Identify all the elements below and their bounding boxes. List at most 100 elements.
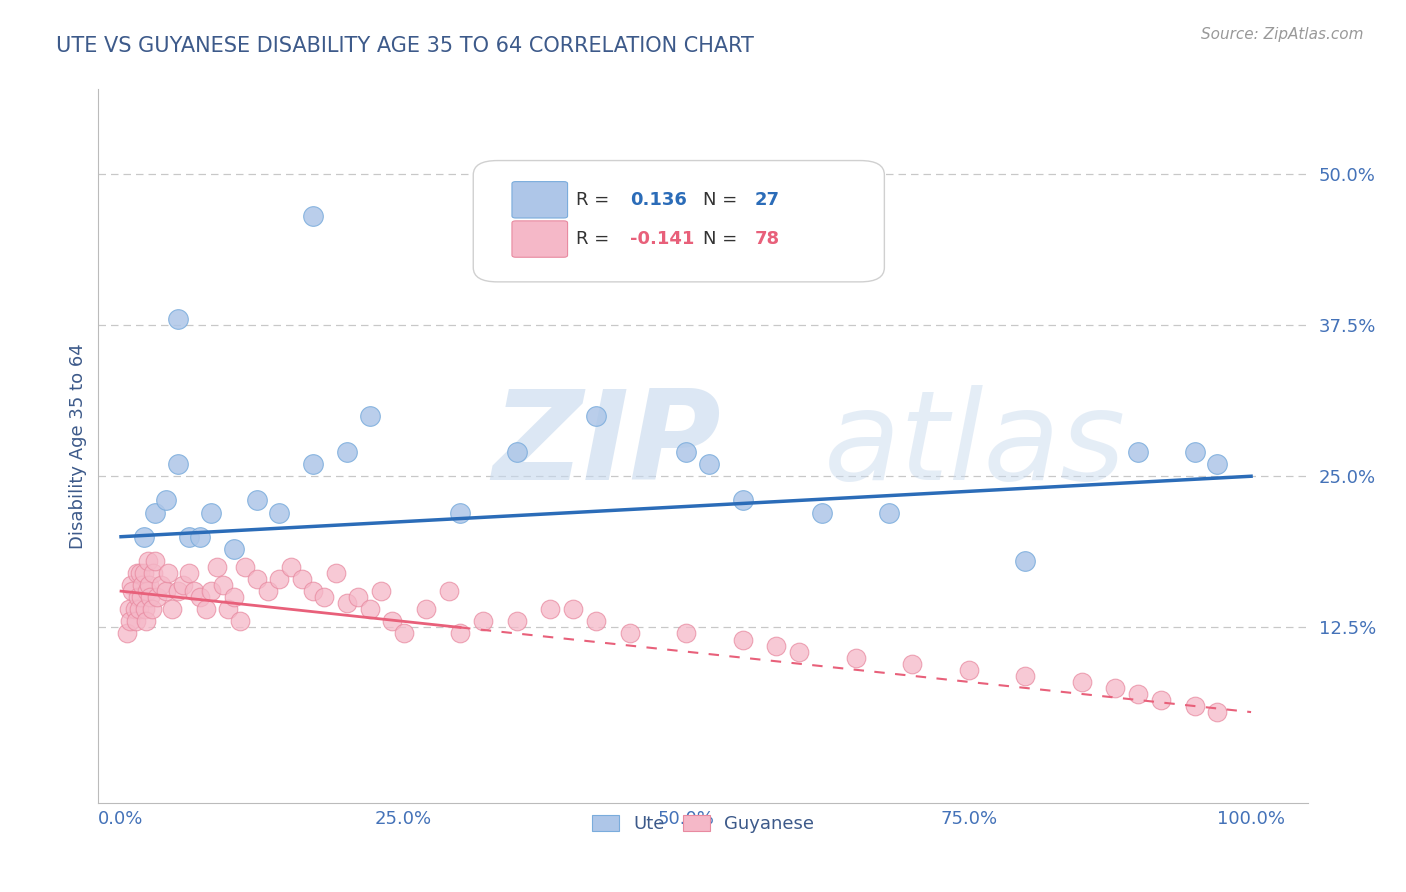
Point xyxy=(1104,681,1126,695)
Point xyxy=(143,506,166,520)
Legend: Ute, Guyanese: Ute, Guyanese xyxy=(585,807,821,840)
Point xyxy=(131,590,153,604)
Text: UTE VS GUYANESE DISABILITY AGE 35 TO 64 CORRELATION CHART: UTE VS GUYANESE DISABILITY AGE 35 TO 64 … xyxy=(56,36,754,55)
Point xyxy=(957,663,980,677)
Point xyxy=(131,578,153,592)
Point xyxy=(200,506,222,520)
Point xyxy=(269,506,291,520)
Point xyxy=(585,409,607,423)
Point xyxy=(269,572,291,586)
Point xyxy=(1126,445,1149,459)
FancyBboxPatch shape xyxy=(512,221,568,257)
Point xyxy=(347,590,370,604)
Point xyxy=(257,584,280,599)
Point xyxy=(392,626,415,640)
Point xyxy=(538,602,561,616)
Point xyxy=(142,566,165,580)
Point xyxy=(121,584,143,599)
Text: Source: ZipAtlas.com: Source: ZipAtlas.com xyxy=(1201,27,1364,42)
Point xyxy=(127,590,149,604)
Point xyxy=(138,578,160,592)
Point xyxy=(810,506,832,520)
Point xyxy=(280,560,302,574)
Point xyxy=(291,572,314,586)
Point xyxy=(845,650,868,665)
Point xyxy=(901,657,924,671)
Point xyxy=(359,602,381,616)
Point xyxy=(505,615,527,629)
Point xyxy=(1126,687,1149,701)
Point xyxy=(222,541,245,556)
Point xyxy=(128,602,150,616)
Point xyxy=(787,645,810,659)
Point xyxy=(211,578,233,592)
Point xyxy=(149,578,172,592)
Point xyxy=(183,584,205,599)
Point xyxy=(336,445,359,459)
Point xyxy=(449,626,471,640)
Point xyxy=(1014,669,1036,683)
Point xyxy=(222,590,245,604)
Text: 0.136: 0.136 xyxy=(630,191,688,209)
FancyBboxPatch shape xyxy=(512,182,568,218)
Point xyxy=(125,566,148,580)
Point xyxy=(325,566,347,580)
Point xyxy=(731,493,754,508)
Point xyxy=(129,566,152,580)
Point xyxy=(177,530,200,544)
Y-axis label: Disability Age 35 to 64: Disability Age 35 to 64 xyxy=(69,343,87,549)
Point xyxy=(120,615,142,629)
Point xyxy=(132,566,155,580)
Point xyxy=(675,626,697,640)
Point xyxy=(471,615,494,629)
Point xyxy=(125,615,148,629)
Point xyxy=(166,457,188,471)
Point xyxy=(132,530,155,544)
Point xyxy=(765,639,787,653)
Point xyxy=(1184,699,1206,714)
Point xyxy=(139,590,162,604)
Point xyxy=(1206,457,1229,471)
Point xyxy=(188,590,211,604)
Text: R =: R = xyxy=(576,230,614,248)
Text: N =: N = xyxy=(703,230,742,248)
Point xyxy=(120,578,142,592)
Text: -0.141: -0.141 xyxy=(630,230,695,248)
Point xyxy=(562,602,585,616)
Point xyxy=(381,615,404,629)
Point xyxy=(449,506,471,520)
Point xyxy=(370,584,392,599)
Point xyxy=(302,584,325,599)
Point xyxy=(146,590,169,604)
Point xyxy=(879,506,901,520)
Point xyxy=(194,602,217,616)
Text: R =: R = xyxy=(576,191,614,209)
Point xyxy=(136,554,159,568)
Point xyxy=(233,560,256,574)
Text: 27: 27 xyxy=(755,191,780,209)
Point xyxy=(675,445,697,459)
Point xyxy=(359,409,381,423)
Point xyxy=(135,615,157,629)
Point xyxy=(302,209,325,223)
Point xyxy=(505,445,527,459)
Point xyxy=(415,602,437,616)
Point xyxy=(1184,445,1206,459)
Point xyxy=(177,566,200,580)
Point xyxy=(134,602,156,616)
Point xyxy=(437,584,460,599)
Point xyxy=(585,615,607,629)
Point xyxy=(143,554,166,568)
Point xyxy=(200,584,222,599)
FancyBboxPatch shape xyxy=(474,161,884,282)
Point xyxy=(166,584,188,599)
Point xyxy=(228,615,250,629)
Point xyxy=(160,602,183,616)
Point xyxy=(314,590,336,604)
Text: atlas: atlas xyxy=(824,385,1126,507)
Point xyxy=(155,584,177,599)
Point xyxy=(246,493,269,508)
Point xyxy=(1070,674,1092,689)
Point xyxy=(217,602,239,616)
Point xyxy=(172,578,194,592)
